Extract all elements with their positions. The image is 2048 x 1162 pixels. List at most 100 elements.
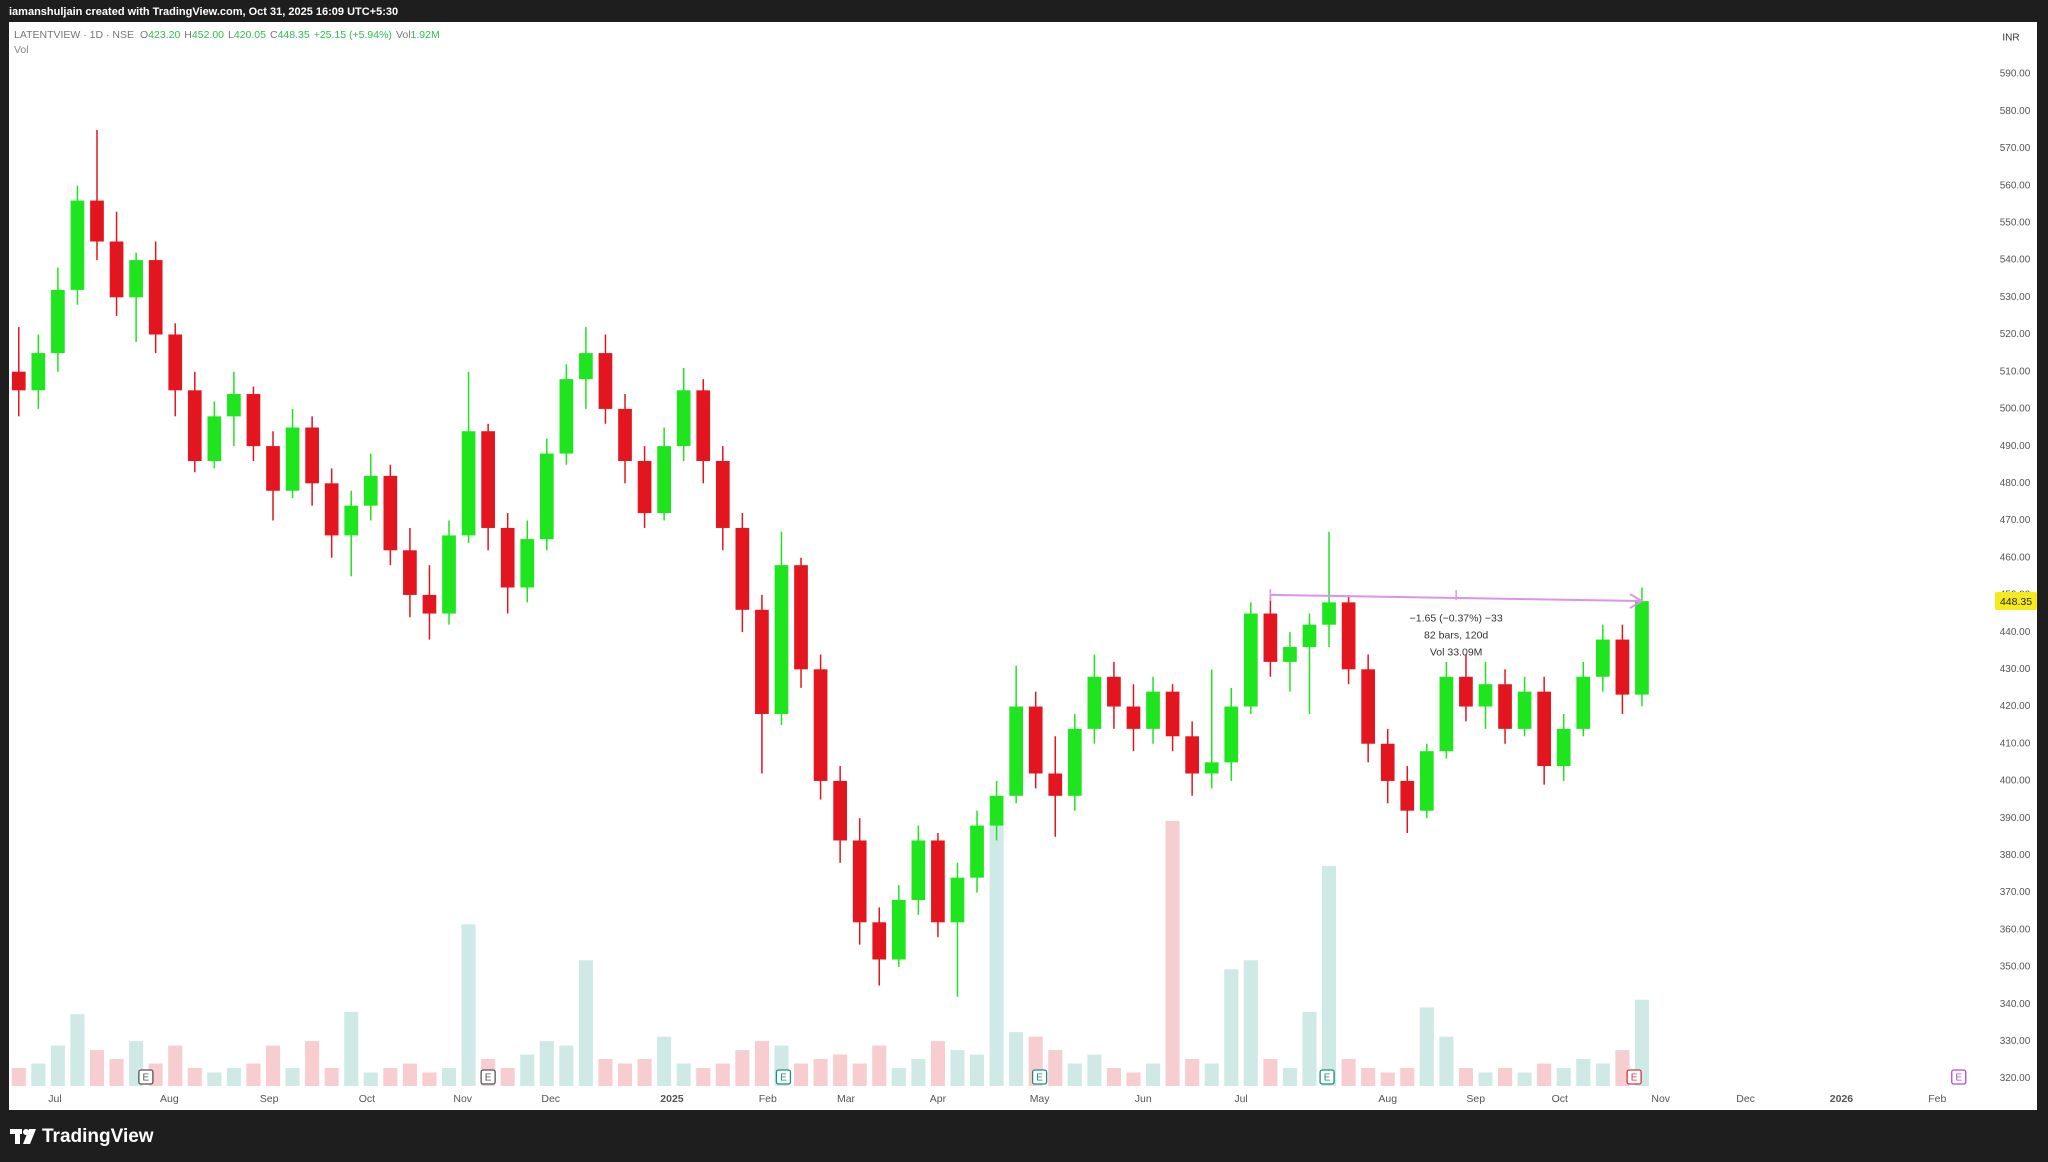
volume-bar: [911, 1059, 926, 1086]
volume-bar: [1185, 1059, 1200, 1086]
volume-bar: [1126, 1072, 1141, 1086]
candle-body: [324, 483, 339, 536]
volume-bar: [1165, 820, 1180, 1086]
candle-body: [148, 260, 163, 335]
candle-body: [1243, 613, 1258, 707]
candle-body: [500, 527, 515, 588]
y-tick-label: 540.00: [2000, 255, 2031, 266]
volume-bar: [1380, 1072, 1395, 1086]
measure-label: −1.65 (−0.37%) −33: [1410, 613, 1503, 625]
volume-bar: [1634, 999, 1649, 1086]
candle-body: [1028, 706, 1043, 774]
volume-bar: [1263, 1059, 1278, 1086]
candle-body: [1146, 691, 1160, 729]
candle-body: [51, 289, 65, 354]
candle-body: [246, 394, 261, 447]
logo-mark: [23, 1129, 36, 1144]
y-tick-label: 520.00: [2000, 329, 2031, 340]
legend-field-label: H: [184, 29, 192, 41]
x-tick-label: Sep: [1466, 1093, 1485, 1105]
volume-bar: [891, 1068, 906, 1086]
candle-body: [1400, 780, 1415, 811]
volume-bar: [1243, 960, 1258, 1086]
y-tick-label: 560.00: [2000, 180, 2031, 191]
y-tick-label: 340.00: [2000, 999, 2031, 1010]
candle-body: [1165, 691, 1180, 737]
candle-body: [1341, 602, 1356, 670]
candle-body: [970, 825, 984, 878]
volume-bar: [11, 1068, 26, 1086]
volume-bar: [1576, 1059, 1591, 1086]
event-marker: [1031, 1069, 1048, 1085]
volume-bar: [500, 1068, 515, 1086]
volume-bar: [578, 960, 593, 1086]
candle-body: [129, 260, 143, 298]
volume-bar: [989, 820, 1004, 1086]
volume-bar: [1322, 865, 1337, 1086]
event-label: E: [143, 1073, 150, 1084]
volume-bar: [1478, 1072, 1493, 1086]
volume-bar: [305, 1041, 320, 1086]
volume-bar: [754, 1041, 769, 1086]
logo-mark: [15, 1129, 20, 1144]
volume-bar: [657, 1036, 672, 1086]
volume-bar: [559, 1045, 574, 1086]
candle-body: [422, 594, 437, 614]
y-tick-label: 410.00: [2000, 738, 2031, 749]
volume-bar: [735, 1050, 750, 1086]
candle-body: [1380, 743, 1395, 781]
candle-body: [1126, 706, 1141, 729]
volume-bar: [1087, 1054, 1102, 1086]
y-tick-label: 360.00: [2000, 924, 2031, 935]
x-tick-label: Jul: [48, 1093, 61, 1105]
candle-body: [872, 922, 887, 960]
volume-bar: [265, 1045, 281, 1086]
y-tick-label: 480.00: [2000, 478, 2031, 489]
candle-body: [1263, 613, 1278, 662]
candle-body: [813, 669, 828, 781]
event-label: E: [485, 1073, 492, 1084]
x-tick-label: May: [1030, 1093, 1051, 1105]
candle-body: [90, 200, 104, 242]
candle-body: [637, 460, 652, 514]
volume-bar: [637, 1059, 652, 1086]
volume-bar: [285, 1068, 300, 1086]
volume-bar: [1009, 1032, 1024, 1086]
y-tick-label: 500.00: [2000, 404, 2031, 415]
candle-body: [1595, 639, 1610, 677]
y-tick-label: 550.00: [2000, 218, 2031, 229]
candle-body: [1204, 762, 1219, 774]
event-label: E: [1955, 1073, 1962, 1084]
x-tick-label: Apr: [930, 1093, 947, 1105]
legend-field-label: L: [228, 29, 234, 41]
x-tick-label: Mar: [837, 1093, 856, 1105]
volume-bar: [852, 1063, 867, 1086]
candle-body: [950, 877, 965, 923]
candle-body: [735, 527, 750, 610]
volume-bar: [246, 1063, 261, 1086]
y-tick-label: 330.00: [2000, 1036, 2031, 1047]
y-tick-label: 400.00: [2000, 776, 2031, 787]
legend-field-value: 420.05: [234, 29, 266, 41]
last-price-box: [1995, 592, 2037, 611]
volume-bar: [402, 1063, 417, 1086]
candle-body: [794, 565, 808, 670]
candle-body: [891, 899, 906, 960]
measure-arrow: [1629, 593, 1644, 609]
last-price-label: 448.35: [2000, 596, 2032, 608]
candle-body: [1576, 676, 1591, 729]
volume-bar: [1224, 969, 1239, 1086]
volume-bar: [1556, 1068, 1571, 1086]
candle-body: [1302, 624, 1317, 648]
candle-body: [109, 241, 124, 298]
y-tick-label: 320.00: [2000, 1073, 2031, 1084]
y-tick-label: 580.00: [2000, 106, 2031, 117]
candle-body: [1498, 684, 1512, 729]
x-tick-label: Dec: [1736, 1093, 1755, 1105]
volume-bar: [383, 1068, 398, 1086]
y-tick-label: 370.00: [2000, 887, 2031, 898]
candle-body: [1087, 676, 1102, 729]
y-tick-label: 470.00: [2000, 515, 2031, 526]
candle-body: [168, 334, 183, 391]
x-tick-label: Jul: [1234, 1093, 1247, 1105]
